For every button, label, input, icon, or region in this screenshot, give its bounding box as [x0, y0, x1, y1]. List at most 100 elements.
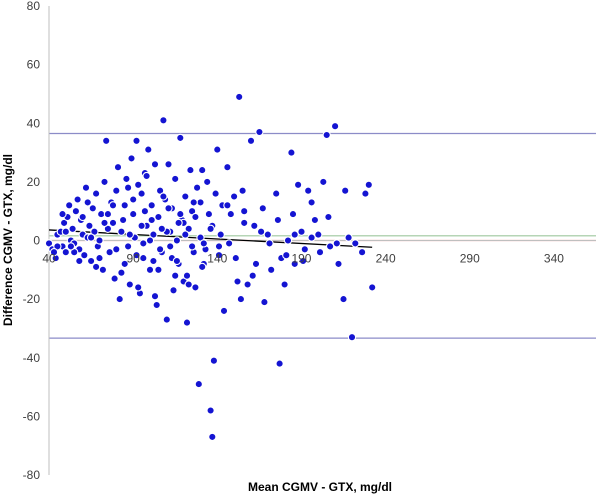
data-point: [288, 209, 298, 219]
data-point: [134, 283, 143, 292]
data-point: [216, 230, 225, 239]
data-point: [147, 201, 156, 210]
data-point: [203, 177, 212, 187]
trend-line-group: [48, 229, 373, 248]
data-point: [139, 253, 148, 263]
data-point: [246, 136, 256, 145]
data-point: [172, 256, 182, 266]
x-tick-label: 90: [126, 252, 140, 266]
data-point: [102, 136, 111, 145]
data-point: [368, 283, 377, 292]
data-point: [49, 248, 59, 257]
data-point: [108, 201, 118, 210]
data-point: [150, 292, 160, 301]
data-points: [44, 92, 377, 442]
data-point: [256, 227, 266, 236]
data-point: [280, 280, 289, 289]
data-point: [209, 356, 219, 365]
data-point: [176, 133, 185, 143]
data-point: [186, 165, 195, 175]
data-point: [255, 127, 264, 137]
data-point: [204, 209, 214, 219]
data-point: [226, 209, 235, 219]
data-point: [100, 177, 109, 187]
data-point: [325, 242, 335, 251]
data-point: [219, 306, 229, 316]
data-point: [300, 245, 309, 254]
y-tick-label: -20: [23, 292, 41, 306]
data-point: [272, 189, 281, 198]
data-point: [334, 259, 343, 269]
data-point: [157, 224, 166, 233]
data-point: [176, 209, 185, 219]
data-point: [214, 242, 224, 251]
data-point: [85, 221, 94, 230]
data-point: [97, 209, 106, 219]
data-point: [100, 218, 109, 228]
data-point: [307, 233, 316, 242]
data-point: [240, 218, 249, 228]
data-point: [149, 256, 158, 266]
data-point: [118, 215, 128, 225]
data-point: [258, 204, 267, 213]
data-point: [324, 212, 333, 222]
data-point: [330, 122, 340, 131]
data-point: [91, 262, 101, 272]
data-point: [181, 192, 190, 201]
data-point: [275, 359, 284, 368]
data-point: [145, 236, 155, 245]
data-point: [339, 294, 348, 304]
data-point: [137, 189, 146, 198]
y-tick-label: 0: [33, 234, 40, 248]
data-point: [169, 286, 178, 295]
data-point: [117, 268, 126, 277]
data-point: [260, 297, 269, 307]
data-point: [191, 283, 200, 292]
axes: [48, 6, 596, 475]
data-point: [172, 236, 182, 245]
data-point: [159, 116, 168, 125]
data-point: [357, 248, 367, 257]
data-point: [120, 201, 129, 210]
data-point: [103, 209, 113, 219]
data-point: [144, 145, 153, 154]
regression-line: [48, 229, 373, 248]
data-point: [214, 251, 224, 260]
y-tick-label: 40: [27, 116, 41, 130]
data-point: [95, 253, 104, 263]
y-axis-title: Difference CGMV - GTX, mg/dl: [1, 154, 15, 326]
data-point: [351, 239, 360, 248]
data-point: [125, 230, 134, 239]
data-point: [150, 160, 160, 169]
data-point: [166, 242, 175, 251]
data-point: [223, 163, 232, 172]
data-point: [66, 242, 76, 251]
data-point: [229, 192, 239, 201]
data-point: [164, 160, 173, 169]
data-point: [127, 154, 136, 163]
data-point: [199, 239, 208, 248]
data-point: [159, 192, 168, 201]
data-point: [139, 239, 148, 248]
data-point: [273, 215, 283, 225]
data-point: [187, 242, 197, 251]
data-point: [129, 195, 138, 204]
data-point: [164, 204, 173, 213]
data-point: [224, 239, 234, 248]
data-point: [113, 163, 123, 172]
x-tick-label: 40: [42, 252, 56, 266]
data-point: [152, 300, 161, 310]
data-point: [122, 174, 131, 184]
data-point: [238, 186, 247, 195]
data-point: [304, 186, 313, 195]
data-point: [319, 177, 328, 187]
data-point: [134, 180, 143, 189]
data-point: [293, 180, 303, 189]
data-point: [265, 239, 274, 248]
data-point: [223, 201, 232, 210]
data-point: [240, 207, 249, 216]
data-point: [112, 186, 121, 195]
data-point: [182, 271, 192, 280]
data-point: [154, 212, 163, 222]
data-point: [129, 209, 138, 219]
